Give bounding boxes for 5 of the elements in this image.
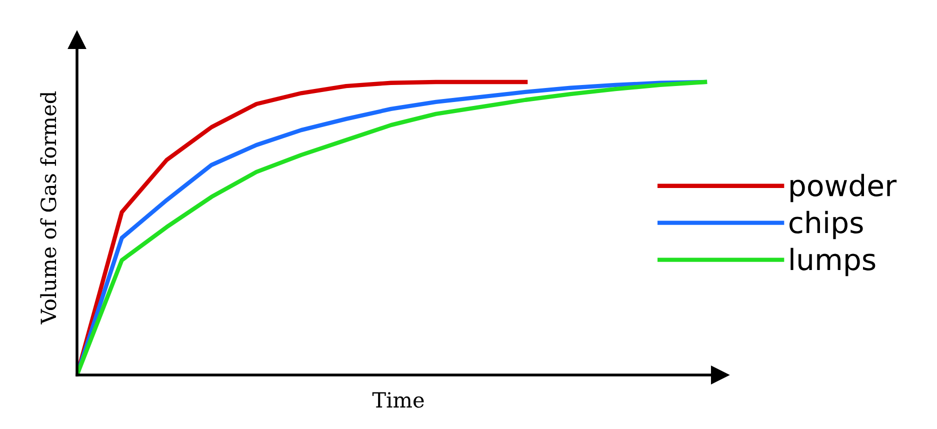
legend-label: lumps — [790, 248, 876, 276]
x-axis-title: Time — [372, 392, 424, 408]
y-axis-title: Volume of Gas formed — [40, 91, 56, 324]
legend-label: chips — [790, 210, 863, 240]
legend-label: powder — [790, 174, 897, 202]
